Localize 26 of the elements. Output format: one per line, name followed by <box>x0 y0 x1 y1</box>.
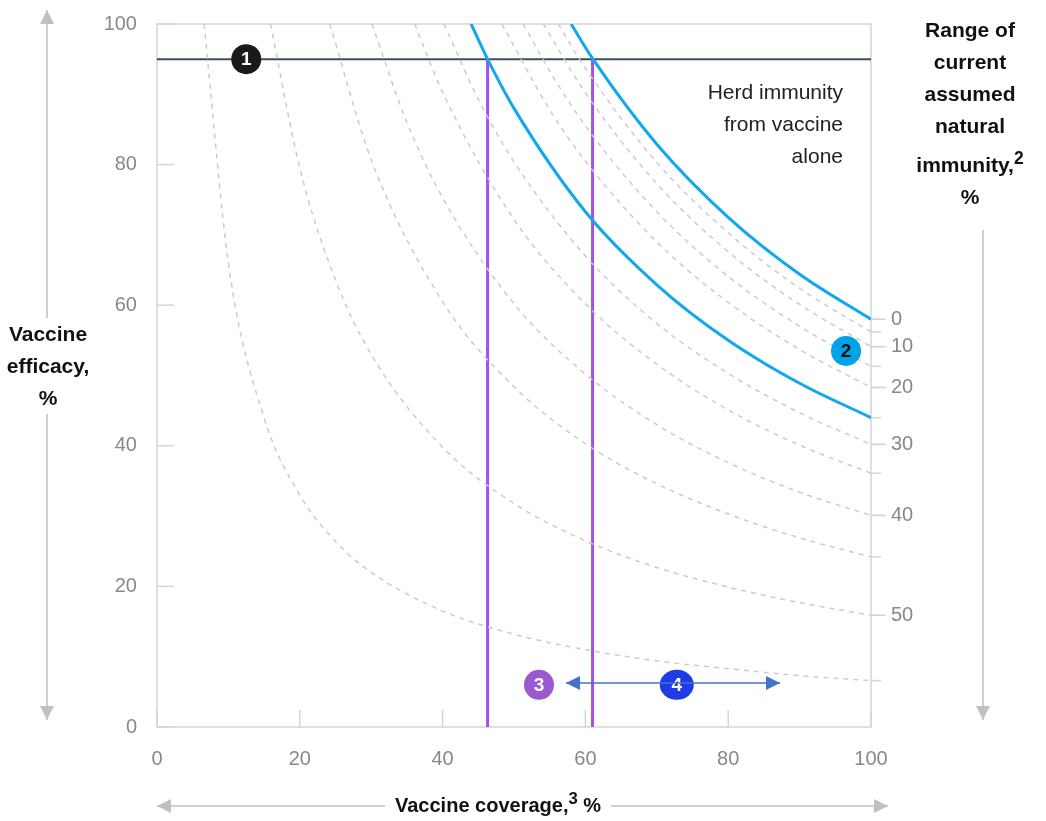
x-tick-label: 60 <box>574 746 597 769</box>
y-tick-label: 40 <box>114 433 137 456</box>
annotation: 40 <box>891 502 914 525</box>
x-tick-label: 0 <box>151 746 163 769</box>
annotation: 20 <box>891 374 914 397</box>
y-axis-title: Vaccine efficacy, % <box>0 318 96 414</box>
x-tick-label: 100 <box>854 746 888 769</box>
annotation: 30 <box>891 431 914 454</box>
annotation: Herd immunity from vaccine alone <box>706 79 843 169</box>
x-tick-label: 20 <box>288 746 311 769</box>
y-tick-label: 0 <box>125 714 137 737</box>
y-tick-label: 20 <box>114 573 137 596</box>
annotation: 3 <box>533 674 545 696</box>
y-tick-label: 100 <box>103 11 137 34</box>
text: Range of current assumed natural immunity,$^{2}$ % <box>916 18 1024 208</box>
y-tick-label: 80 <box>114 152 137 175</box>
annotation: 4 <box>671 674 683 696</box>
x-tick-label: 80 <box>717 746 740 769</box>
annotation: 50 <box>891 602 914 625</box>
annotation: 0 <box>891 306 903 329</box>
x-tick-label: 40 <box>431 746 454 769</box>
annotation: 10 <box>891 334 914 357</box>
annotation: 2 <box>840 340 852 362</box>
x-axis-title: Vaccine coverage,$^{3}$ % <box>385 788 612 816</box>
annotation: 1 <box>240 48 252 70</box>
y-tick-label: 60 <box>114 292 137 315</box>
